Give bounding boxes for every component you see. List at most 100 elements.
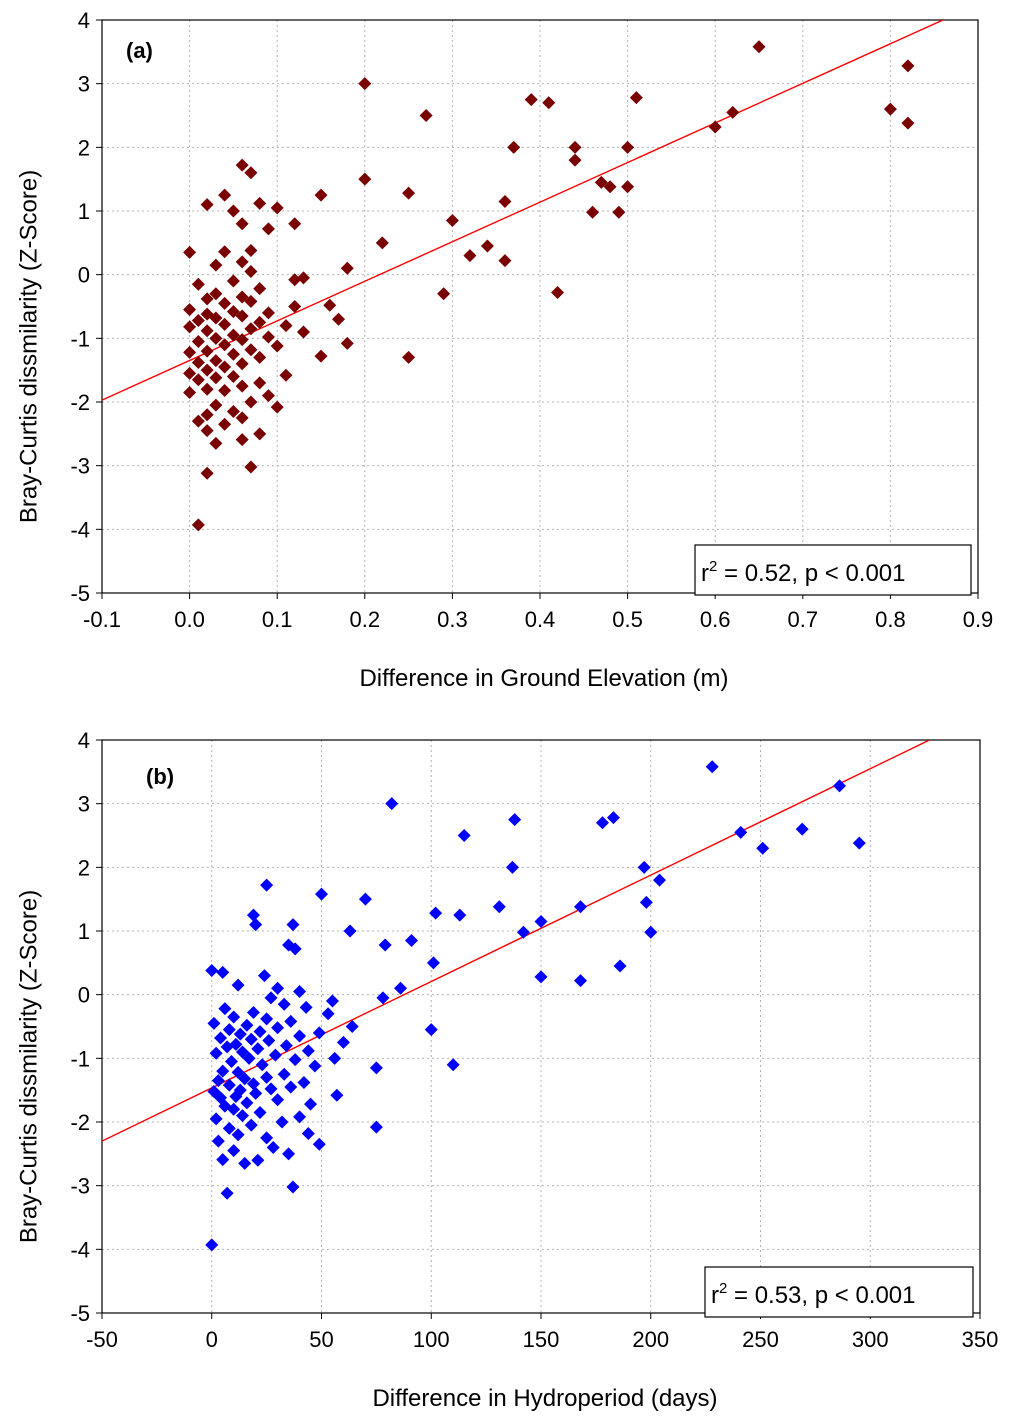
data-point [238, 1156, 252, 1170]
data-point [260, 1070, 274, 1084]
data-point [253, 282, 267, 296]
data-point [200, 408, 214, 422]
x-tick-label: 0.8 [875, 607, 906, 632]
data-point [268, 1048, 282, 1062]
y-tick-label: 3 [78, 72, 90, 97]
y-tick-label: -4 [70, 517, 90, 542]
data-point [508, 813, 522, 827]
data-point [301, 1126, 315, 1140]
data-point [218, 188, 232, 202]
data-point [279, 368, 293, 382]
data-point [270, 400, 284, 414]
data-point [301, 1044, 315, 1058]
data-layer [102, 740, 930, 1252]
data-point [226, 274, 240, 288]
data-point [534, 914, 548, 928]
data-point [246, 1005, 260, 1019]
data-point [244, 1118, 258, 1132]
data-point [275, 1115, 289, 1129]
data-point [284, 1014, 298, 1028]
x-tick-label: 100 [413, 1327, 450, 1352]
data-point [480, 239, 494, 253]
data-point [299, 1000, 313, 1014]
data-point [226, 347, 240, 361]
data-point [336, 1035, 350, 1049]
x-tick-label: -0.1 [83, 607, 121, 632]
data-point [183, 345, 197, 359]
y-tick-label: -1 [70, 326, 90, 351]
y-tick-label: -2 [70, 390, 90, 415]
data-point [340, 261, 354, 275]
x-tick-label: 0.2 [350, 607, 381, 632]
y-tick-label: -3 [70, 454, 90, 479]
x-tick-label: 0 [206, 1327, 218, 1352]
data-point [282, 938, 296, 952]
data-point [222, 1023, 236, 1037]
data-point [621, 180, 635, 194]
data-point [328, 1051, 342, 1065]
stat-text: r2 = 0.53, p < 0.001 [711, 1280, 916, 1309]
data-point [613, 959, 627, 973]
data-point [883, 102, 897, 116]
data-point [457, 829, 471, 842]
data-point [235, 379, 249, 393]
data-point [315, 887, 328, 901]
data-point [358, 172, 372, 186]
data-point [183, 320, 197, 334]
y-tick-label: 0 [78, 983, 90, 1008]
data-point [639, 895, 653, 909]
data-point [296, 271, 310, 285]
data-point [901, 59, 915, 73]
data-point [216, 965, 230, 979]
data-point [453, 908, 467, 922]
y-tick-label: -1 [70, 1046, 90, 1071]
data-point [253, 196, 267, 210]
data-point [505, 860, 519, 874]
y-axis-title: Bray-Curtis dissmilarity (Z-Score) [15, 170, 42, 523]
data-point [226, 328, 240, 342]
data-point [249, 918, 263, 932]
data-point [261, 306, 275, 320]
data-point [235, 217, 249, 231]
data-point [385, 797, 399, 811]
data-point [424, 1023, 438, 1037]
data-point [612, 205, 626, 219]
data-point [244, 243, 258, 257]
data-point [266, 1140, 280, 1154]
data-point [200, 382, 214, 396]
data-point [288, 1053, 302, 1067]
data-point [394, 981, 408, 995]
data-point [209, 436, 223, 450]
data-point [240, 1096, 254, 1110]
panel-label: (b) [146, 764, 174, 789]
data-point [191, 335, 205, 349]
data-point [321, 1007, 335, 1021]
data-point [304, 1097, 318, 1111]
data-point [644, 925, 658, 939]
x-tick-label: 0.0 [174, 607, 205, 632]
data-point [551, 285, 565, 299]
data-point [244, 322, 258, 336]
data-point [402, 350, 416, 364]
data-point [244, 395, 258, 409]
data-point [445, 214, 459, 228]
data-point [376, 991, 390, 1005]
data-point [637, 860, 651, 874]
data-point [231, 1128, 245, 1142]
data-point [901, 116, 915, 130]
y-tick-label: -5 [70, 581, 90, 606]
data-point [330, 1088, 344, 1102]
data-point [191, 373, 205, 387]
data-point [235, 411, 249, 425]
data-point [293, 1110, 307, 1124]
data-point [308, 1059, 322, 1073]
data-point [323, 298, 337, 312]
data-point [852, 836, 866, 850]
data-point [200, 292, 214, 306]
data-point [279, 1039, 293, 1053]
data-point [284, 1080, 298, 1094]
data-point [345, 1020, 359, 1033]
data-layer [102, 20, 944, 532]
data-point [253, 1025, 267, 1039]
x-tick-label: 300 [852, 1327, 889, 1352]
